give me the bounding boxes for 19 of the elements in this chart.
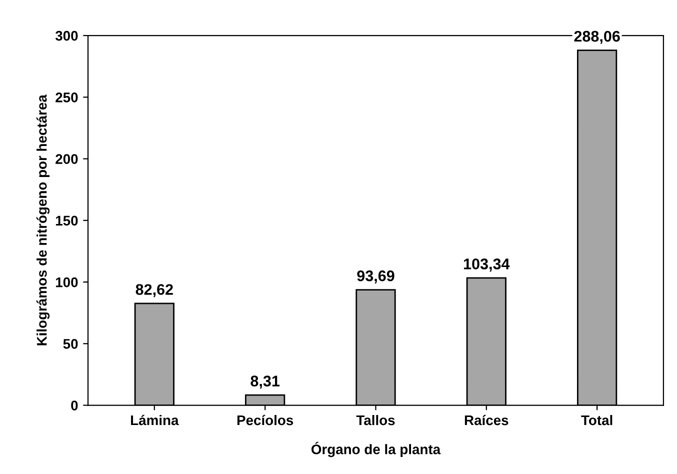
x-tick-label: Lámina [131,414,179,426]
data-label: 8,31 [250,376,280,389]
x-tick-label: Raíces [464,414,508,426]
y-tick-label: 100 [56,277,78,288]
x-axis-title: Órgano de la planta [311,442,441,458]
y-tick-label: 50 [63,338,78,349]
x-tick-label: Tallos [356,414,395,426]
data-label: 82,62 [136,284,173,298]
data-label: 93,69 [357,270,394,284]
data-label: 288,06 [574,30,620,44]
data-label: 103,34 [464,258,510,272]
y-axis-title: Kilográmos de nitrógeno por hectárea [36,94,50,346]
y-tick-label: 300 [55,30,78,41]
y-tick-label: 150 [56,216,78,226]
y-tick-label: 200 [56,154,78,164]
x-tick-label: Total [581,414,612,426]
y-tick-label: 250 [56,92,78,102]
x-tick-label: Pecíolos [237,414,294,426]
y-tick-label: 0 [71,400,78,410]
